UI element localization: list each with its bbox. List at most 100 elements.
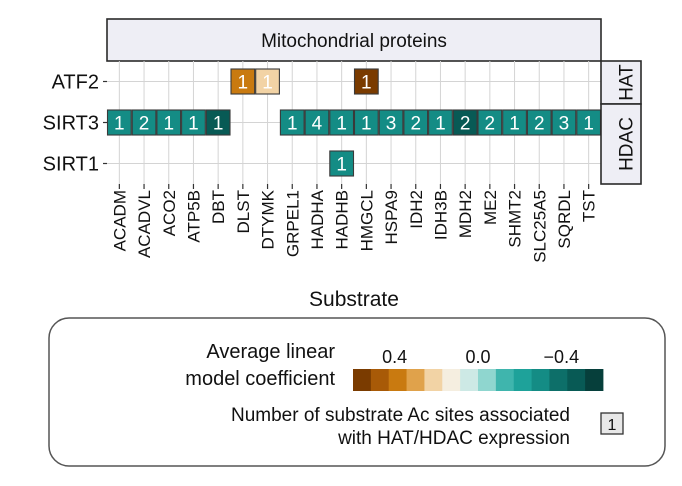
heatmap-cell xyxy=(353,68,379,95)
x-axis-title: Substrate xyxy=(309,288,399,311)
legend-box xyxy=(48,317,666,467)
heatmap-cells: 1 1 11 2 1 1 1 1 4 1 1 3 2 1 2 2 1 2 3 11 xyxy=(106,68,602,177)
heatmap-cell-label: 4 xyxy=(312,114,323,135)
heatmap-cell-label: 1 xyxy=(213,114,224,135)
colorbar-tick-label: −0.4 xyxy=(544,347,580,367)
heatmap-cell-label: 2 xyxy=(460,114,471,135)
heatmap-cell-label: 1 xyxy=(262,73,273,94)
heatmap-cell xyxy=(452,109,478,136)
legend-count-line2: with HAT/HDAC expression xyxy=(337,428,570,449)
heatmap-cell xyxy=(477,109,503,136)
heatmap-cell xyxy=(181,109,206,136)
heatmap-cell-label: 1 xyxy=(361,114,372,135)
colorbar-swatch xyxy=(531,369,550,391)
colorbar-swatch xyxy=(495,369,515,391)
heatmap-cell-label: 3 xyxy=(386,114,397,135)
column-label: TST xyxy=(580,190,599,222)
facet-title: Mitochondrial proteins xyxy=(261,31,447,52)
colorbar-tick-label: 0.4 xyxy=(382,347,407,367)
colorbar-swatch xyxy=(549,369,568,391)
heatmap-cell xyxy=(106,109,132,136)
heatmap-cell-label: 1 xyxy=(361,73,372,94)
legend-colorbar-ticks: 0.4 0.0 −0.4 xyxy=(382,347,579,367)
heatmap-cell xyxy=(378,109,404,136)
heatmap-cell-label: 1 xyxy=(188,114,199,135)
heatmap-cell-label: 1 xyxy=(336,114,347,135)
heatmap-cell xyxy=(156,109,182,136)
column-label: ACO2 xyxy=(160,190,179,236)
column-label: ATP5B xyxy=(184,190,203,243)
column-label: SQRDL xyxy=(555,190,574,249)
column-label: GRPEL1 xyxy=(283,190,302,257)
heatmap-cell xyxy=(502,109,527,136)
group-label-hat: HAT xyxy=(617,64,638,101)
heatmap-cell-label: 2 xyxy=(410,114,421,135)
heatmap-cell xyxy=(551,109,577,136)
colorbar-swatch xyxy=(567,369,586,391)
facet-strip xyxy=(106,18,602,62)
group-strip-hat xyxy=(600,60,642,105)
column-label: MDH2 xyxy=(456,190,475,238)
heatmap-cell-label: 3 xyxy=(559,114,570,135)
heatmap-cell-label: 1 xyxy=(583,114,594,135)
heatmap-cell xyxy=(353,109,379,136)
heatmap-cell xyxy=(329,109,355,136)
axis-ticks xyxy=(103,80,590,189)
legend-color-title-line1: Average linear xyxy=(206,341,335,363)
column-label: HADHA xyxy=(308,189,327,249)
heatmap-cell xyxy=(526,109,552,136)
heatmap-cell-label: 2 xyxy=(534,114,545,135)
column-label: ACADM xyxy=(110,190,129,251)
heatmap-cell-label: 1 xyxy=(435,114,446,135)
column-label: HADHB xyxy=(333,190,352,250)
colorbar-swatch xyxy=(442,369,461,391)
legend-count-example-label: 1 xyxy=(608,417,617,434)
heatmap-cell-label: 1 xyxy=(287,114,298,135)
group-strip-hdac xyxy=(600,103,642,185)
colorbar-swatch xyxy=(478,369,497,391)
heatmap-cell-label: 1 xyxy=(509,114,520,135)
heatmap-cell-label: 2 xyxy=(485,114,496,135)
colorbar-tick-label: 0.0 xyxy=(465,347,490,367)
heatmap-cell xyxy=(329,150,355,177)
row-label: ATF2 xyxy=(52,72,99,94)
colorbar-swatch xyxy=(353,369,372,391)
heatmap-cell xyxy=(131,109,157,136)
heatmap-cell xyxy=(255,68,280,95)
colorbar-swatch xyxy=(424,369,443,391)
row-label: SIRT1 xyxy=(43,154,99,176)
row-labels: ATF2 SIRT3 SIRT1 xyxy=(43,72,99,176)
column-label: DLST xyxy=(234,190,253,233)
column-labels: ACADM ACADVL ACO2 ATP5B DBT DLST DTYMK GRPEL1 HA… xyxy=(110,189,598,262)
colorbar-swatch xyxy=(388,369,407,391)
heatmap-cell xyxy=(279,109,305,136)
heatmap-cell-label: 1 xyxy=(114,114,125,135)
legend-color-title-line2: model coefficient xyxy=(185,368,335,390)
heatmap-cell xyxy=(205,109,231,136)
column-label: IDH3B xyxy=(431,190,450,240)
group-label-hdac: HDAC xyxy=(617,117,638,171)
column-label: SLC25A5 xyxy=(530,190,549,263)
column-label: HMGCL xyxy=(357,190,376,251)
column-label: SHMT2 xyxy=(506,190,525,248)
column-label: DTYMK xyxy=(259,189,278,249)
heatmap-cell xyxy=(403,109,429,136)
colorbar-swatch xyxy=(406,369,425,391)
heatmap-cell xyxy=(428,109,453,136)
column-label: ACADVL xyxy=(135,190,154,258)
colorbar-swatch xyxy=(513,369,532,391)
heatmap-cell xyxy=(304,109,330,136)
colorbar-swatch xyxy=(585,369,604,391)
column-label: HSPA9 xyxy=(382,190,401,245)
legend-colorbar xyxy=(353,369,604,391)
heatmap-cell-label: 1 xyxy=(336,155,347,176)
heatmap-cell-label: 1 xyxy=(163,114,174,135)
column-label: DBT xyxy=(209,190,228,224)
heatmap-cell-label: 2 xyxy=(139,114,150,135)
column-label: IDH2 xyxy=(407,190,426,229)
heatmap-cell-label: 1 xyxy=(238,73,249,94)
legend-count-example-box xyxy=(600,412,624,435)
colorbar-swatch xyxy=(370,369,390,391)
legend-count-line1: Number of substrate Ac sites associated xyxy=(231,405,570,426)
